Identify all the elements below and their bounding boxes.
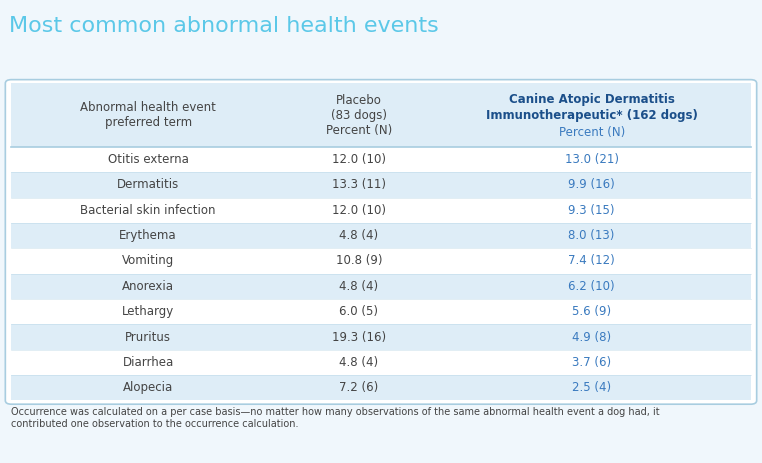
Text: 5.6 (9): 5.6 (9) [572, 305, 611, 318]
FancyBboxPatch shape [5, 80, 757, 404]
Bar [11, 248, 751, 274]
Bar [11, 223, 751, 248]
Text: Otitis externa: Otitis externa [107, 153, 189, 166]
Text: Erythema: Erythema [120, 229, 177, 242]
Bar [11, 299, 751, 325]
Text: Anorexia: Anorexia [122, 280, 174, 293]
Text: 2.5 (4): 2.5 (4) [572, 382, 611, 394]
Text: Alopecia: Alopecia [123, 382, 173, 394]
Text: 9.9 (16): 9.9 (16) [568, 178, 615, 191]
Text: 3.7 (6): 3.7 (6) [572, 356, 611, 369]
Text: 13.0 (21): 13.0 (21) [565, 153, 619, 166]
Text: Most common abnormal health events: Most common abnormal health events [9, 16, 439, 36]
Text: Bacterial skin infection: Bacterial skin infection [81, 204, 216, 217]
Bar [11, 375, 751, 400]
Text: 9.3 (15): 9.3 (15) [568, 204, 615, 217]
Text: 8.0 (13): 8.0 (13) [568, 229, 615, 242]
Text: Percent (N): Percent (N) [559, 126, 625, 139]
Text: 4.8 (4): 4.8 (4) [339, 356, 379, 369]
Text: 7.2 (6): 7.2 (6) [339, 382, 379, 394]
Text: Diarrhea: Diarrhea [123, 356, 174, 369]
Text: 13.3 (11): 13.3 (11) [331, 178, 386, 191]
Text: Immunotherapeutic* (162 dogs): Immunotherapeutic* (162 dogs) [485, 109, 697, 122]
Bar [11, 325, 751, 350]
Bar [11, 172, 751, 198]
Text: Lethargy: Lethargy [122, 305, 174, 318]
Text: 7.4 (12): 7.4 (12) [568, 255, 615, 268]
Text: 4.8 (4): 4.8 (4) [339, 229, 379, 242]
Text: Dermatitis: Dermatitis [117, 178, 179, 191]
Text: 12.0 (10): 12.0 (10) [331, 204, 386, 217]
Bar [11, 274, 751, 299]
Text: Occurrence was calculated on a per case basis—no matter how many observations of: Occurrence was calculated on a per case … [11, 407, 660, 429]
Text: 4.8 (4): 4.8 (4) [339, 280, 379, 293]
Text: 10.8 (9): 10.8 (9) [335, 255, 382, 268]
Text: 6.0 (5): 6.0 (5) [339, 305, 378, 318]
Text: 4.9 (8): 4.9 (8) [572, 331, 611, 344]
Text: Abnormal health event
preferred term: Abnormal health event preferred term [80, 101, 216, 129]
Text: Canine Atopic Dermatitis: Canine Atopic Dermatitis [509, 93, 674, 106]
Text: Vomiting: Vomiting [122, 255, 174, 268]
Text: Pruritus: Pruritus [125, 331, 171, 344]
Text: Placebo
(83 dogs)
Percent (N): Placebo (83 dogs) Percent (N) [325, 94, 392, 137]
Bar [11, 198, 751, 223]
Text: 19.3 (16): 19.3 (16) [331, 331, 386, 344]
Bar [11, 350, 751, 375]
Text: 12.0 (10): 12.0 (10) [331, 153, 386, 166]
Bar [11, 147, 751, 172]
Text: 6.2 (10): 6.2 (10) [568, 280, 615, 293]
